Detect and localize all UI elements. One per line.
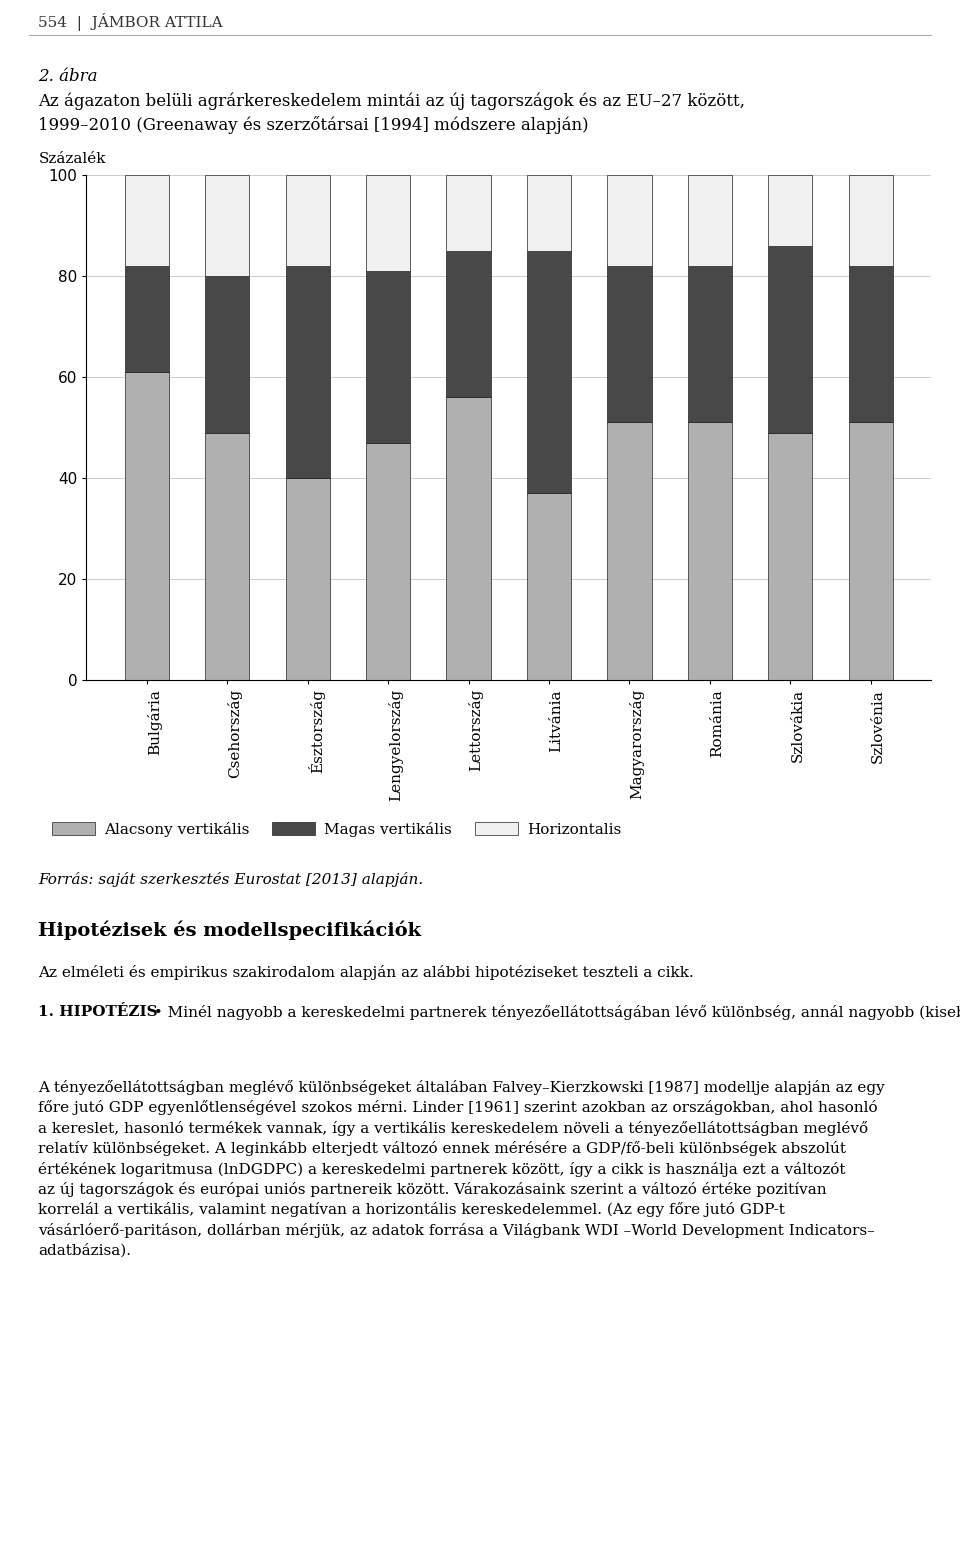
Bar [849,266,893,423]
Bar [687,175,732,266]
Bar [446,398,491,680]
Bar [205,175,250,276]
Bar [687,423,732,680]
Bar [286,478,330,680]
Text: Az elméleti és empirikus szakirodalom alapján az alábbi hipotéziseket teszteli a: Az elméleti és empirikus szakirodalom al… [38,965,694,980]
Bar [527,493,571,680]
Bar [125,266,169,373]
Bar [366,175,410,271]
Text: • Minél nagyobb a kereskedelmi partnerek tényezőellátottságában lévő különbség, : • Minél nagyobb a kereskedelmi partnerek… [149,1005,960,1019]
Text: Forrás: saját szerkesztés Eurostat [2013] alapján.: Forrás: saját szerkesztés Eurostat [2013… [38,872,423,886]
Bar [768,246,812,432]
Bar [527,175,571,251]
Text: 1999–2010 (Greenaway és szerzőtársai [1994] módszere alapján): 1999–2010 (Greenaway és szerzőtársai [19… [38,116,589,135]
Bar [286,175,330,266]
Bar [366,443,410,680]
Bar [768,432,812,680]
Bar [608,266,652,423]
Text: Hipotézisek és modellspecifikációk: Hipotézisek és modellspecifikációk [38,919,421,940]
Bar [608,175,652,266]
Bar [446,175,491,251]
Bar [446,251,491,398]
Bar [768,175,812,246]
Bar [205,432,250,680]
Bar [527,251,571,493]
Text: 1. HIPOTÉZIS: 1. HIPOTÉZIS [38,1005,158,1019]
Legend: Alacsony vertikális, Magas vertikális, Horizontalis: Alacsony vertikális, Magas vertikális, H… [46,816,627,843]
Bar [849,175,893,266]
Bar [366,271,410,443]
Bar [849,423,893,680]
Bar [125,175,169,266]
Text: 2. ábra: 2. ábra [38,67,98,85]
Text: Százalék: Százalék [38,152,106,166]
Bar [205,276,250,432]
Text: A tényezőellátottságban meglévő különbségeket általában Falvey–Kierzkowski [1987: A tényezőellátottságban meglévő különbsé… [38,1081,885,1257]
Bar [687,266,732,423]
Bar [286,266,330,478]
Bar [608,423,652,680]
Text: 554  |  JÁMBOR ATTILA: 554 | JÁMBOR ATTILA [38,13,223,31]
Bar [125,373,169,680]
Text: Az ágazaton belüli agrárkereskedelem mintái az új tagországok és az EU–27 között: Az ágazaton belüli agrárkereskedelem min… [38,92,745,110]
